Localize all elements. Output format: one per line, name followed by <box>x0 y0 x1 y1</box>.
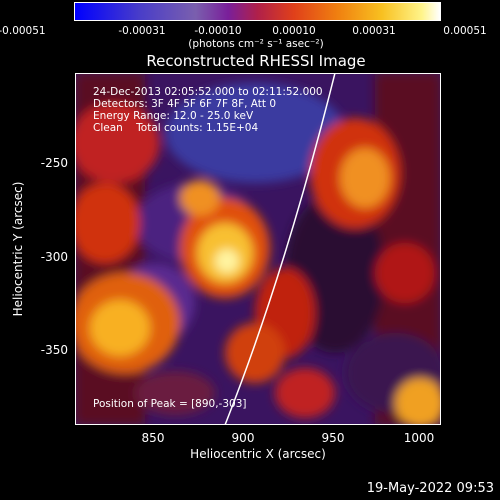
colorbar-tick-label: -0.00010 <box>194 25 242 37</box>
colorbar-tick-label: 0.00051 <box>443 25 487 37</box>
colorbar-tick-label: -0.00051 <box>0 25 46 37</box>
info-detectors: Detectors: 3F 4F 5F 6F 7F 8F, Att 0 <box>93 98 277 110</box>
x-axis-title: Heliocentric X (arcsec) <box>190 447 326 461</box>
info-date-range: 24-Dec-2013 02:05:52.000 to 02:11:52.000 <box>93 86 323 98</box>
info-peak-position: Position of Peak = [890,-303] <box>93 398 247 410</box>
y-tick-label: -250 <box>40 156 68 170</box>
rhessi-image: 24-Dec-2013 02:05:52.000 to 02:11:52.000… <box>75 73 441 425</box>
colorbar-units: (photons cm⁻² s⁻¹ asec⁻²) <box>188 38 324 50</box>
y-tick-label: -300 <box>40 250 68 264</box>
plot-title: Reconstructed RHESSI Image <box>146 52 366 70</box>
info-energy-range: Energy Range: 12.0 - 25.0 keV <box>93 110 254 122</box>
colorbar-tick-label: 0.00010 <box>272 25 316 37</box>
x-tick-label: 850 <box>141 431 165 445</box>
x-tick-label: 1000 <box>403 431 435 445</box>
colorbar-tick-label: 0.00031 <box>352 25 396 37</box>
y-axis-title: Heliocentric Y (arcsec) <box>11 181 25 317</box>
x-tick-label: 900 <box>231 431 255 445</box>
x-tick-label: 950 <box>321 431 345 445</box>
colorbar-tick-label: -0.00031 <box>118 25 166 37</box>
solar-limb-line <box>224 73 336 425</box>
timestamp: 19-May-2022 09:53 <box>366 481 494 496</box>
y-tick-label: -350 <box>40 343 68 357</box>
colorbar <box>74 2 441 21</box>
info-total-counts: Clean Total counts: 1.15E+04 <box>93 122 259 134</box>
rhessi-image-canvas <box>75 73 441 425</box>
